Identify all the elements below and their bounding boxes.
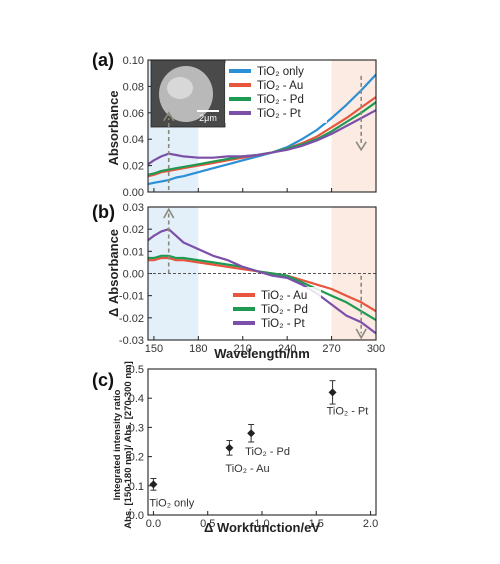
inset-scale-label: 2μm xyxy=(199,113,217,123)
y-tick-label: 0.2 xyxy=(129,452,144,464)
y-tick-label: 0.10 xyxy=(123,55,144,67)
y-tick-label: -0.02 xyxy=(119,313,144,325)
data-point-1 xyxy=(225,443,234,452)
panel-a-legend: TiO₂ only TiO₂ - Au TiO₂ - Pd TiO₂ - Pt xyxy=(225,63,327,123)
arrow-right-head xyxy=(355,328,367,340)
panel-b-x-axis-label: Wavelength/nm xyxy=(214,346,310,361)
panel-c-y-axis-label-line2: Abs. [150-180 nm]/ Abs. [270-300 nm] xyxy=(123,361,134,529)
point-label-3: TiO₂ - Pt xyxy=(327,405,369,417)
x-tick-label: 1.5 xyxy=(309,518,324,530)
arrow-left-head xyxy=(163,111,175,122)
x-tick-label: 1.0 xyxy=(254,518,269,530)
panel-b-arrows xyxy=(163,207,367,340)
x-tick-label: 0.0 xyxy=(146,518,161,530)
x-tick-label: 240 xyxy=(278,343,296,355)
panel-b-y-axis-label: Δ Absorbance xyxy=(106,229,121,317)
sem-inset-image: 2μm xyxy=(150,59,226,128)
y-tick-label: 0.06 xyxy=(123,108,144,120)
data-point-0 xyxy=(149,480,158,489)
x-tick-label: 300 xyxy=(367,343,385,355)
legend-label-1: TiO₂ - Au xyxy=(257,80,303,92)
x-tick-label: 2.0 xyxy=(363,518,378,530)
y-tick-label: 0.00 xyxy=(123,187,144,199)
y-tick-label: 0.03 xyxy=(123,202,144,214)
inset-particle-highlight xyxy=(167,77,193,99)
y-tick-label: 0.0 xyxy=(129,510,144,522)
panel-a-label: (a) xyxy=(92,50,114,70)
panel-b: (b) Δ Absorbance 150 180 210 240 270 300 -0.03… xyxy=(92,202,385,361)
panel-b-legend: TiO₂ - Au TiO₂ - Pd TiO₂ - Pt xyxy=(229,287,321,333)
series-line-1 xyxy=(147,96,377,178)
legend-label-1: TiO₂ - Pd xyxy=(261,304,308,316)
panel-b-label: (b) xyxy=(92,202,115,222)
y-tick-label: 0.00 xyxy=(123,269,144,281)
panel-b-ticks: 150 180 210 240 270 300 -0.03 -0.02 -0.01 0.00 0.0… xyxy=(119,202,385,355)
y-tick-label: 0.1 xyxy=(129,481,144,493)
point-label-1: TiO₂ - Au xyxy=(225,463,269,475)
y-tick-label: 0.08 xyxy=(123,81,144,93)
panel-a: (a) Absorbance 0.000.020.040.060.080.10 … xyxy=(92,50,377,199)
arrow-left-head xyxy=(163,207,175,219)
panel-c-x-axis-label: Δ Workfunction/eV xyxy=(204,520,320,535)
data-point-2 xyxy=(247,429,256,438)
arrow-right-head xyxy=(355,141,367,152)
legend-label-3: TiO₂ - Pt xyxy=(257,108,301,120)
panel-b-frame xyxy=(147,206,377,341)
y-tick-label: 0.02 xyxy=(123,224,144,236)
y-tick-label: -0.03 xyxy=(119,335,144,347)
panel-c-label: (c) xyxy=(92,370,114,390)
y-tick-label: 0.01 xyxy=(123,246,144,258)
legend-label-2: TiO₂ - Pt xyxy=(261,318,305,330)
y-tick-label: 0.02 xyxy=(123,161,144,173)
panel-c-y-axis-label-line1: Integrated intensity ratio xyxy=(112,389,123,500)
x-tick-label: 270 xyxy=(322,343,340,355)
data-point-3 xyxy=(328,388,337,397)
y-tick-label: 0.04 xyxy=(123,134,144,146)
y-tick-label: 0.3 xyxy=(129,422,144,434)
panel-a-y-axis-label: Absorbance xyxy=(106,90,121,165)
x-tick-label: 150 xyxy=(145,343,163,355)
legend-label-2: TiO₂ - Pd xyxy=(257,94,304,106)
panel-c: (c) Integrated intensity ratio Abs. [150… xyxy=(92,361,378,535)
panel-a-frame xyxy=(147,59,377,193)
panel-c-frame xyxy=(147,368,377,516)
legend-label-0: TiO₂ - Au xyxy=(261,290,307,302)
y-tick-label: 0.4 xyxy=(129,393,144,405)
panel-a-arrows xyxy=(163,75,367,190)
y-tick-label: -0.01 xyxy=(119,291,144,303)
x-tick-label: 0.5 xyxy=(200,518,215,530)
legend-label-0: TiO₂ only xyxy=(257,66,304,78)
point-label-2: TiO₂ - Pd xyxy=(245,446,290,458)
panel-c-ticks: 0.0 0.5 1.0 1.5 2.0 0.0 0.1 0.2 0.3 0.4 0.5 xyxy=(129,364,379,530)
point-label-0: TiO₂ only xyxy=(149,497,194,509)
y-tick-label: 0.5 xyxy=(129,364,144,376)
x-tick-label: 210 xyxy=(234,343,252,355)
x-tick-label: 180 xyxy=(189,343,207,355)
panel-c-points: TiO₂ only TiO₂ - Au TiO₂ - Pd TiO₂ - Pt xyxy=(149,380,369,509)
